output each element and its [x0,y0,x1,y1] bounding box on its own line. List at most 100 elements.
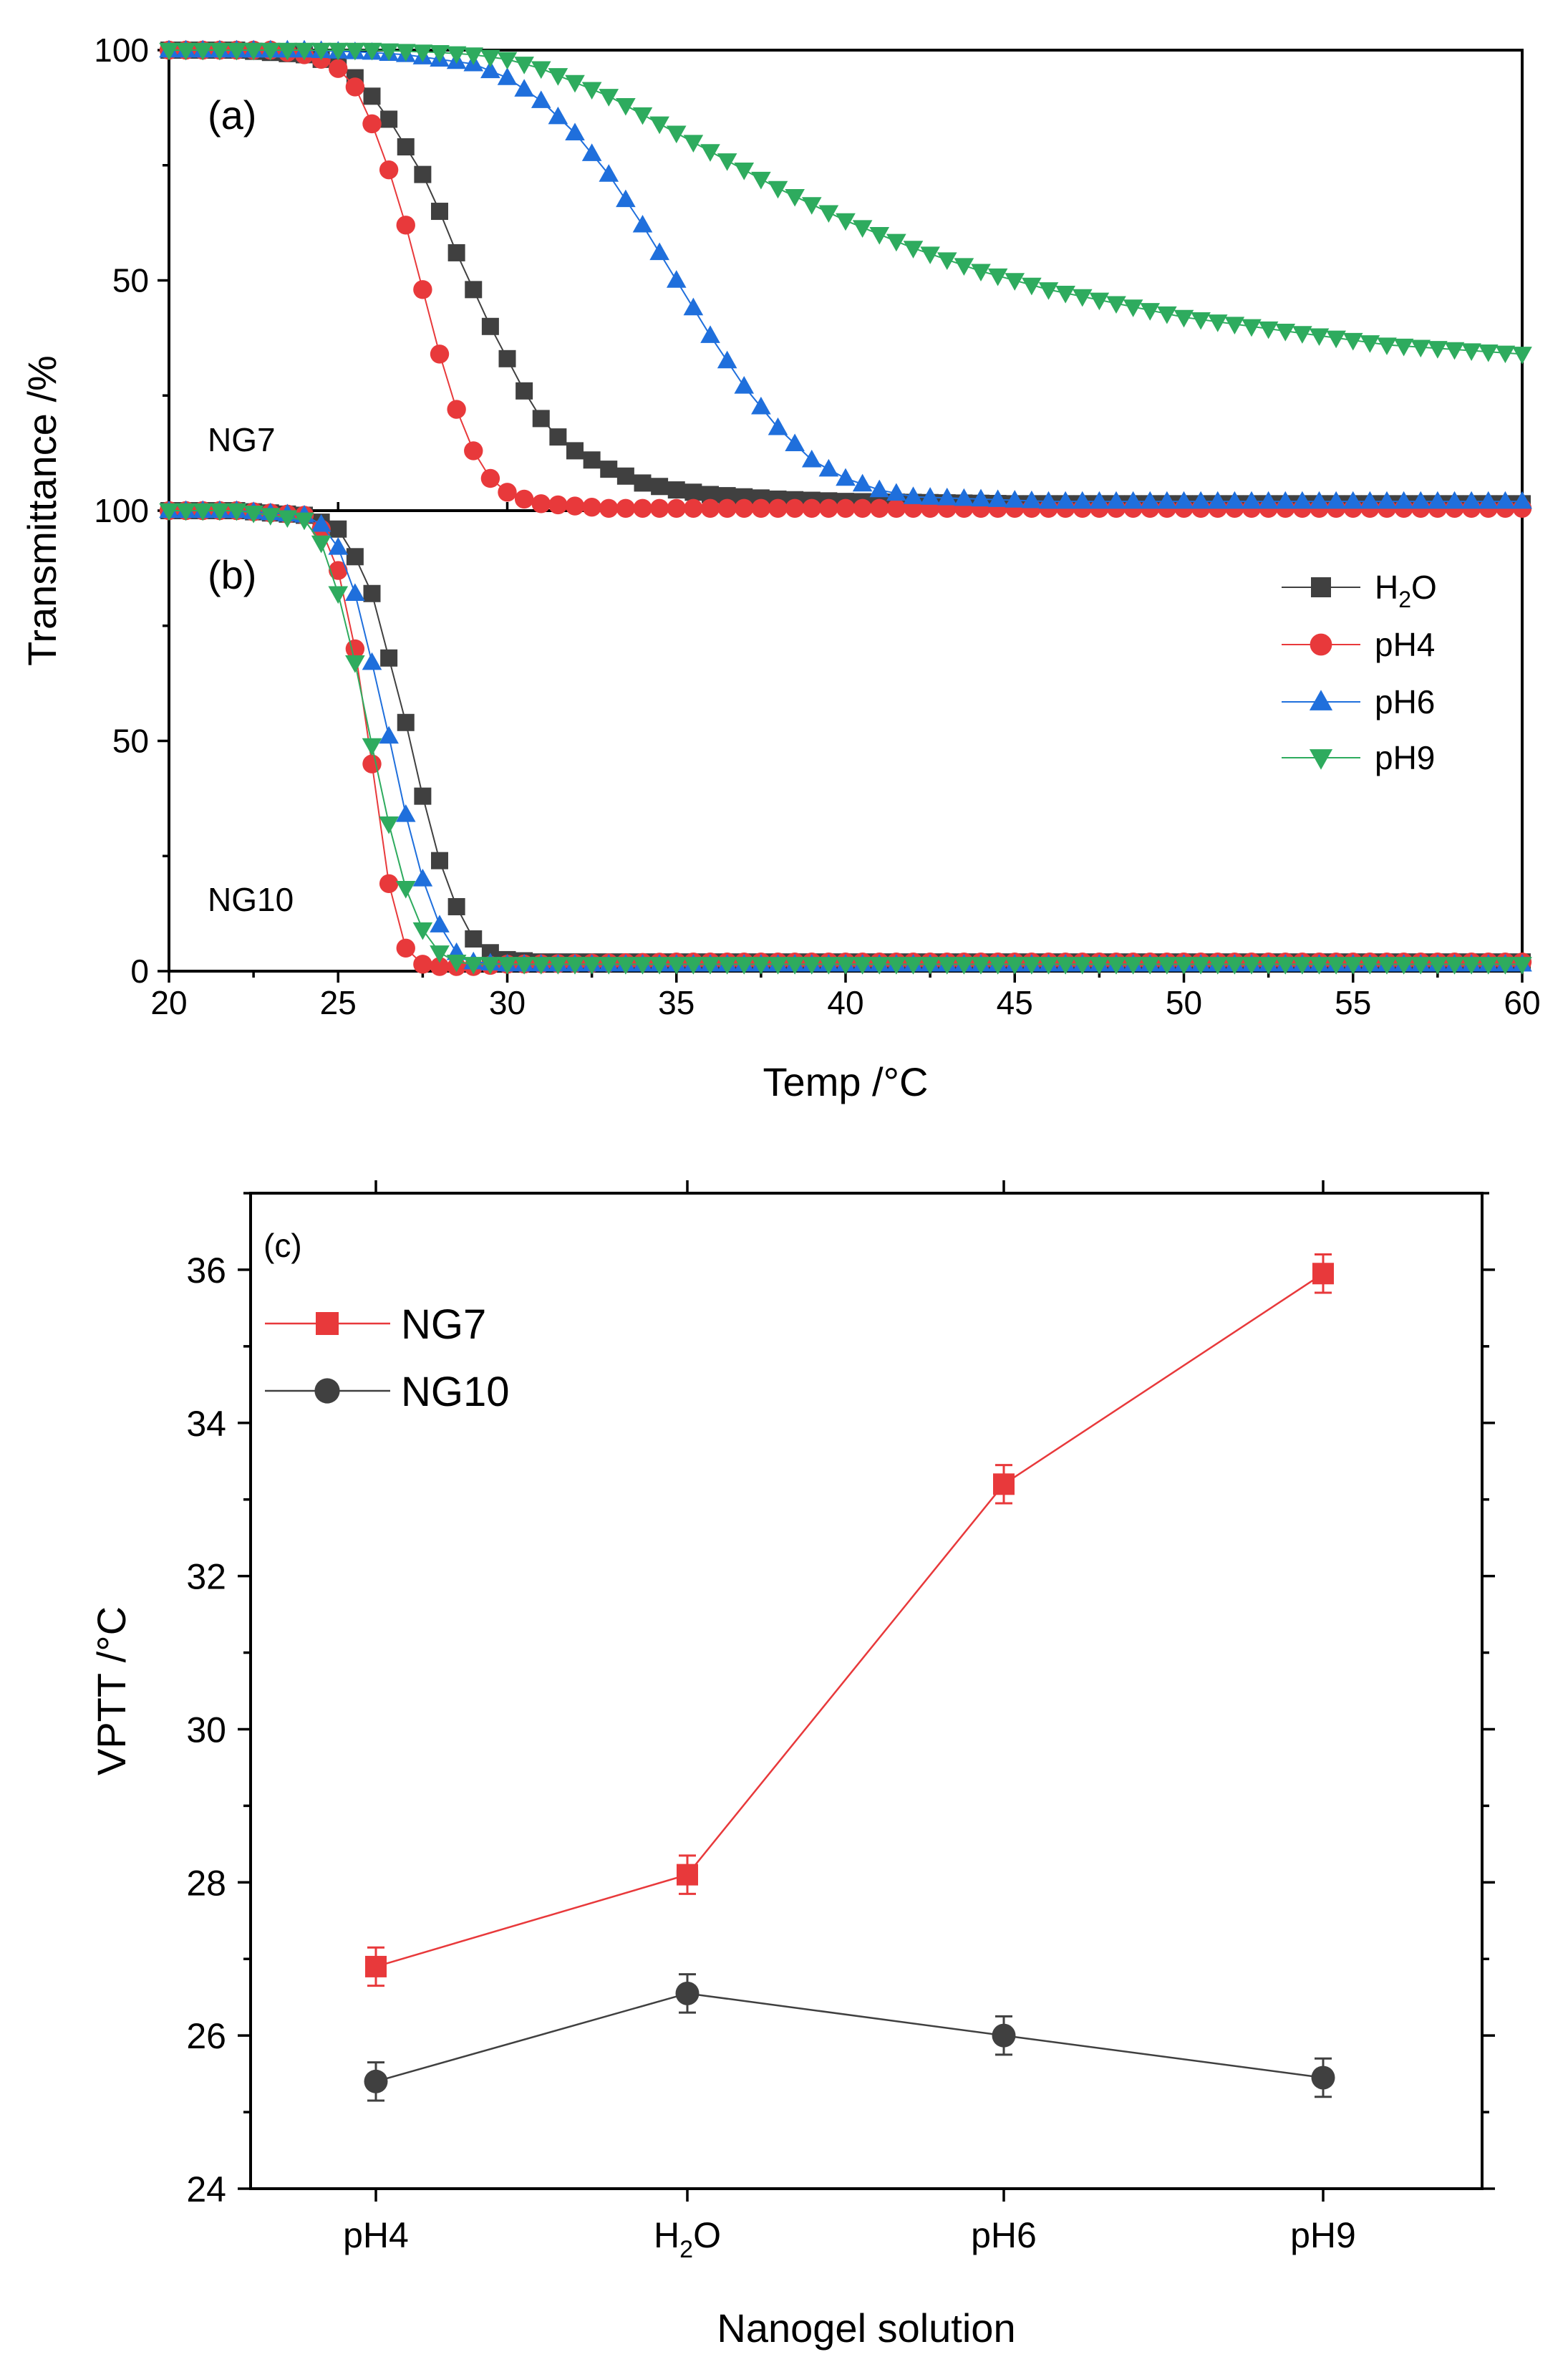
data-point-ph4 [802,498,821,518]
data-point-h2o [465,930,483,948]
data-point-ph6 [1444,491,1465,509]
data-point-ph4 [447,400,466,419]
data-point-ph9 [1022,957,1042,975]
legend-label-main: pH6 [1375,683,1435,720]
data-point-ph6 [1173,491,1194,509]
data-point-ph9 [210,42,230,61]
x-tick-label: pH4 [343,2215,409,2255]
data-point-ph9 [1140,957,1161,975]
data-point-ph6 [1258,491,1279,509]
data-point-ph6 [1022,490,1042,508]
data-point-ph6 [1089,491,1110,509]
data-point-ph9 [616,957,636,975]
data-point-ph6 [531,90,551,108]
data-point-ph9 [1207,314,1228,332]
data-point-ph6 [1038,491,1059,509]
x-tick-label: 55 [1335,984,1371,1021]
data-point-ph6 [971,488,991,507]
data-point-ph9 [1444,957,1465,975]
data-point-ph9 [1157,957,1177,975]
data-point-ph4 [565,496,585,516]
data-point-ph9 [903,957,924,975]
panel-ab-ticks: 20 25 30 35 40 45 50 55 60 50 100 0 50 100 [94,32,1540,1021]
data-point-ph6 [1275,491,1296,509]
data-point-ph9 [920,957,940,975]
data-point-ph9 [497,52,518,70]
data-point-ph4 [717,498,737,518]
data-point-ph6 [1224,491,1245,509]
data-point-ph9 [1428,341,1448,359]
panel-a-annotation: NG7 [208,421,276,458]
data-point-ph9 [362,738,382,756]
data-point-ph9 [1360,335,1380,353]
data-point-ph6 [1157,491,1177,509]
panel-b-label: (b) [208,552,256,597]
data-point-ph6 [1123,491,1143,509]
y-tick-label: 28 [186,1863,226,1903]
data-point-ph9 [1377,957,1397,975]
data-point-ph9 [243,42,263,61]
data-point-ph9 [1461,343,1481,361]
data-point-ph9 [1275,957,1296,975]
data-point-ph4 [870,498,889,518]
y-tick-label: 100 [94,32,149,69]
data-point-ph9 [1512,347,1532,365]
data-point-ph9 [954,957,974,975]
data-point-ph9 [446,954,467,973]
data-point-ph9 [193,42,213,61]
data-point-ph4 [514,489,534,509]
data-point-ph9 [1478,957,1499,975]
data-point-h2o [431,203,448,221]
data-point-ph9 [971,264,991,282]
data-point-ph4 [751,498,771,518]
data-point-ph9 [616,97,636,116]
data-point-ph9 [785,957,805,975]
panel-ab: 20 25 30 35 40 45 50 55 60 50 100 0 50 100 (a) (b) NG… [19,32,1541,1104]
data-point-ph9 [1224,957,1245,975]
data-point-ph9 [649,957,669,975]
data-point-ph6 [666,270,687,288]
data-point-h2o [414,165,432,183]
data-point-ph6 [1072,491,1093,509]
y-tick-label: 24 [186,2169,226,2209]
data-point-ph6 [1140,491,1161,509]
data-point-ph9 [937,957,957,975]
data-point-ng7 [993,1473,1015,1495]
x-tick-label-sub: 2 [679,2236,693,2263]
data-point-ph9 [1106,957,1126,975]
data-point-ph9 [683,957,704,975]
data-point-ph9 [345,42,365,61]
data-point-ph9 [954,258,974,276]
series-line-ng7 [375,1273,1324,1968]
data-point-ph9 [463,957,484,975]
data-point-h2o [481,317,499,335]
data-point-ph9 [1072,289,1093,307]
data-point-ph9 [920,246,940,264]
data-point-ph9 [1242,319,1262,337]
legend-label-sub: 2 [1398,587,1411,612]
data-point-ph9 [1377,337,1397,355]
data-point-ph9 [649,116,669,135]
data-point-ph9 [311,42,331,61]
data-point-ph6 [717,350,737,369]
data-point-ph9 [836,213,856,231]
data-point-ph9 [345,655,365,673]
data-point-ph4 [498,483,517,502]
data-point-ph9 [1173,309,1194,328]
data-point-ph9 [599,89,619,107]
data-point-ph9 [666,957,687,975]
data-point-ph9 [395,44,416,62]
x-tick-label-tail: O [693,2215,721,2255]
data-point-ph6 [1478,491,1499,509]
data-point-ph9 [1224,317,1245,334]
series-line-ng10 [375,1992,1324,2083]
legend-label-main: pH9 [1375,739,1435,776]
data-point-ph4 [616,498,636,518]
data-point-ph9 [1123,957,1143,975]
data-point-ph9 [1461,957,1481,975]
data-point-ph6 [379,726,399,744]
data-point-ph4 [379,874,399,894]
